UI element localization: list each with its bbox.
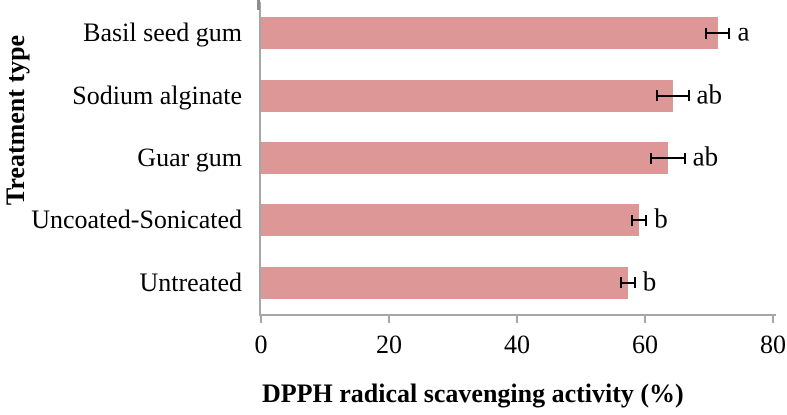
bar [261,204,640,237]
x-axis-tick [388,316,390,323]
x-tick-label: 60 [632,330,658,359]
category-label: Uncoated-Sonicated [31,205,242,235]
bar [261,17,718,50]
x-axis-tick [772,316,774,323]
x-axis-tick [516,316,518,323]
bar [261,142,669,174]
category-label: Basil seed gum [83,18,242,48]
significance-letter: b [654,203,668,234]
error-bar-line [620,281,635,284]
y-axis-line [259,2,261,316]
significance-letter: b [642,266,657,297]
x-axis-tick [260,316,262,323]
error-bar-cap-right [728,27,731,39]
category-label: Guar gum [137,142,242,172]
significance-letter: ab [696,79,722,110]
error-bar-cap-right [683,152,686,164]
error-bar-cap-right [687,90,690,102]
error-bar-line [632,219,647,222]
x-tick-label: 80 [760,330,786,359]
category-label: Sodium alginate [72,80,242,110]
x-tick-label: 20 [376,330,402,359]
bar [261,266,628,299]
x-tick-label: 0 [254,330,268,359]
x-axis-tick [644,316,646,323]
error-bar-cap-right [633,277,636,289]
error-bar-line [706,32,730,35]
error-bar-line [651,157,685,159]
error-bar-cap-left [650,152,653,164]
error-bar-cap-left [655,90,658,102]
error-bar-cap-right [645,214,648,226]
x-tick-label: 40 [504,330,530,359]
error-bar-cap-left [705,27,708,39]
y-axis-top-tick [257,0,260,10]
significance-letter: a [737,16,750,47]
x-axis-line [259,314,776,316]
error-bar-cap-left [631,214,634,226]
significance-letter: ab [692,141,719,172]
error-bar-cap-left [619,277,622,289]
error-bar-line [656,94,689,97]
x-axis-title: DPPH radical scavenging activity (%) [262,379,684,408]
category-label: Untreated [139,267,242,297]
bar [261,79,673,112]
